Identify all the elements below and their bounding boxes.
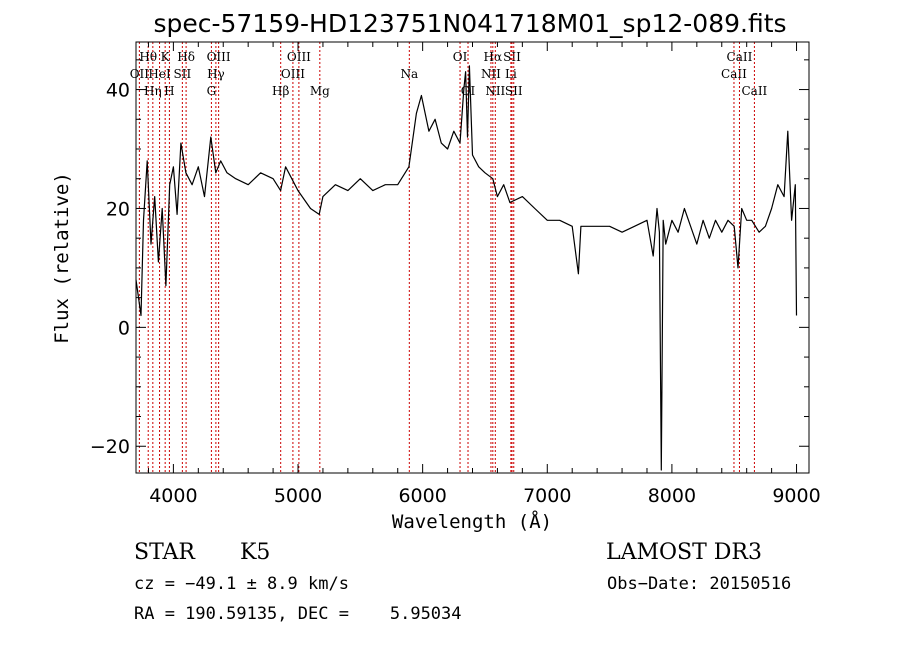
y-tick-label-1: 0	[118, 317, 130, 339]
line-label-20: NII	[485, 84, 505, 98]
object-class: STAR	[134, 540, 196, 565]
line-label-18: NII	[481, 67, 501, 81]
x-tick-label-4: 8000	[648, 485, 696, 507]
line-label-13: OIII	[287, 50, 311, 64]
line-label-2: Hη	[144, 84, 162, 98]
line-label-11: Hβ	[272, 84, 289, 98]
chart-title: spec-57159-HD123751N041718M01_sp12-089.f…	[153, 9, 786, 38]
line-label-24: CaII	[721, 67, 747, 81]
x-tick-label-0: 4000	[149, 485, 197, 507]
plot-frame	[135, 41, 810, 474]
line-label-21: Li	[505, 67, 517, 81]
line-label-12: OIII	[281, 67, 305, 81]
spectrum-plot	[135, 65, 798, 471]
x-tick-label-3: 7000	[523, 485, 571, 507]
y-tick-label-3: 40	[106, 80, 130, 102]
line-label-16: OI	[453, 50, 468, 64]
line-label-15: Na	[400, 67, 418, 81]
spectrum-series-line	[135, 65, 798, 471]
line-label-3: HeI	[148, 67, 171, 81]
y-tick-label-2: 20	[106, 198, 130, 220]
spectral-subclass: K5	[240, 540, 270, 565]
line-label-1: Hθ	[139, 50, 157, 64]
y-axis-ticks: −20 0 20 40	[90, 59, 809, 458]
line-label-10: OIII	[207, 50, 231, 64]
line-label-9: Hγ	[207, 67, 225, 81]
line-label-19: Hα	[484, 50, 503, 64]
obs-date: Obs−Date: 20150516	[607, 574, 791, 594]
line-label-23: SII	[505, 84, 523, 98]
line-label-0: OII	[130, 67, 150, 81]
x-axis-label: Wavelength (Å)	[392, 510, 552, 533]
line-label-7: Hδ	[177, 50, 195, 64]
line-label-14: Mg	[310, 84, 330, 98]
line-label-26: CaII	[741, 84, 767, 98]
line-label-5: H	[164, 84, 174, 98]
ra-dec-coordinates: RA = 190.59135, DEC = 5.95034	[134, 604, 462, 624]
redshift-cz: cz = −49.1 ± 8.9 km/s	[134, 574, 349, 594]
line-label-6: SII	[174, 67, 192, 81]
y-axis-label: Flux (relative)	[51, 172, 73, 344]
line-label-4: K	[161, 50, 171, 64]
x-axis-ticks: 4000 5000 6000 7000 8000 9000	[147, 42, 821, 507]
x-tick-label-2: 6000	[398, 485, 446, 507]
x-tick-label-1: 5000	[274, 485, 322, 507]
line-label-25: CaII	[727, 50, 753, 64]
line-label-8: G	[207, 84, 217, 98]
spectral-line-markers: OIIHθHηHeIKHSIIHδGHγOIIIHβOIIIOIIIMgNaOI…	[130, 42, 768, 473]
y-tick-label-0: −20	[90, 436, 130, 458]
line-label-22: SII	[503, 50, 521, 64]
survey-name: LAMOST DR3	[606, 540, 762, 565]
x-tick-label-5: 9000	[772, 485, 820, 507]
